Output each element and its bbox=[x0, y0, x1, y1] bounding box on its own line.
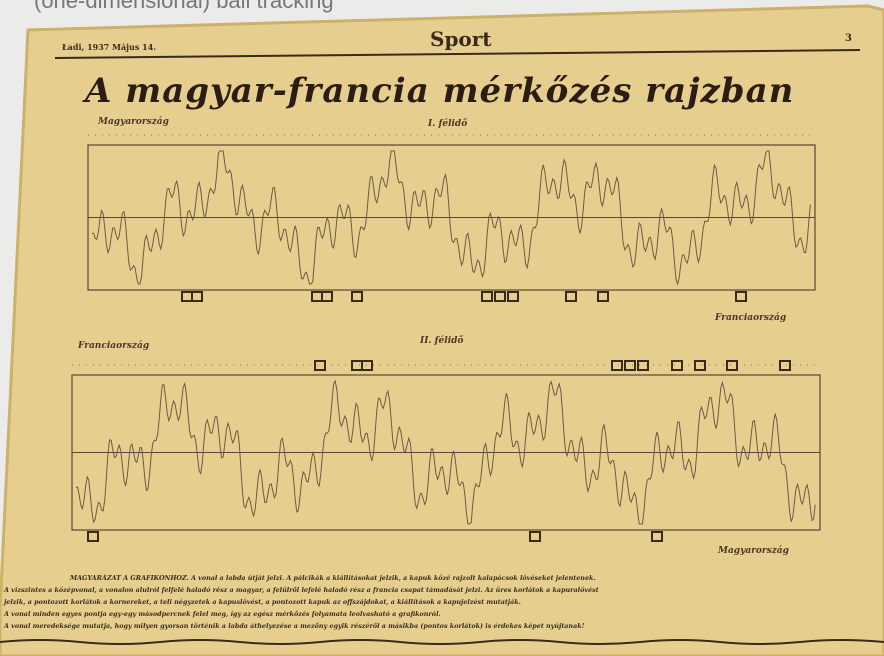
slide-caption: (one-dimensional) ball tracking bbox=[34, 0, 334, 13]
half-label: II. félidő bbox=[419, 335, 463, 346]
caption: MAGYARÁZAT A GRAFIKONHOZ. A vonal a labd… bbox=[2, 573, 599, 630]
headline: A magyar-francia mérkőzés rajzban bbox=[82, 71, 794, 111]
team-label: Magyarország bbox=[717, 545, 789, 556]
team-label: Franciaország bbox=[77, 340, 149, 351]
photo: (one-dimensional) ball tracking Ładi, 19… bbox=[0, 0, 884, 656]
caption-line: MAGYARÁZAT A GRAFIKONHOZ. A vonal a labd… bbox=[69, 573, 596, 582]
header-date: Ładi, 1937 Május 14. bbox=[62, 42, 156, 52]
team-label: Magyarország bbox=[97, 116, 169, 127]
page-number: 3 bbox=[845, 33, 852, 44]
half-label: I. félidő bbox=[427, 118, 467, 129]
team-label: Franciaország bbox=[714, 312, 786, 323]
caption-line: A vonal meredeksége mutatja, hogy milyen… bbox=[3, 621, 585, 630]
caption-line: A vonal minden egyes pontja egy-egy máso… bbox=[3, 609, 441, 618]
masthead: Sport bbox=[430, 27, 492, 51]
caption-line: A vízszintes a középvonal, a vonalon alu… bbox=[3, 585, 599, 594]
caption-line: jelzik, a pontozott korlátok a kornereke… bbox=[2, 598, 521, 606]
